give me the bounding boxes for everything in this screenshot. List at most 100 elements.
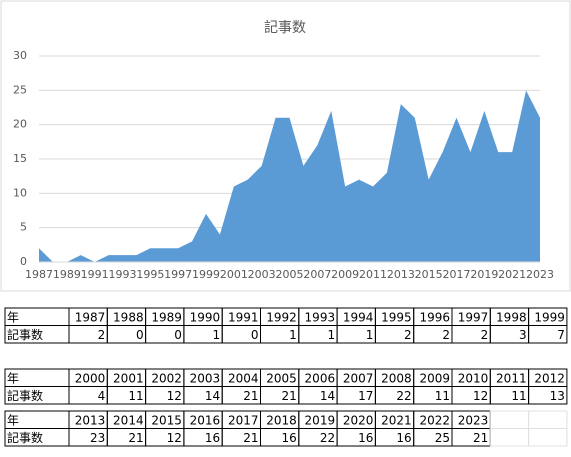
year-cell: 2003: [190, 371, 221, 385]
count-cell: 13: [550, 389, 565, 403]
year-cell: 2006: [305, 371, 336, 385]
year-cell: 1990: [190, 310, 221, 324]
year-cell: 1999: [534, 310, 565, 324]
count-cell: 2: [481, 328, 489, 342]
y-tick-label: 20: [13, 118, 27, 131]
empty-cell: [489, 410, 530, 429]
count-cell: 7: [557, 328, 565, 342]
count-cell: 16: [282, 431, 297, 445]
x-tick-label: 2023: [526, 268, 554, 281]
year-cell: 1991: [228, 310, 259, 324]
x-tick-label: 2011: [359, 268, 387, 281]
count-cell: 14: [320, 389, 335, 403]
x-tick-label: 2017: [443, 268, 471, 281]
year-cell: 2005: [266, 371, 297, 385]
year-cell: 2016: [190, 413, 221, 427]
cell: [528, 386, 568, 405]
year-cell: 2020: [343, 413, 374, 427]
year-cell: 2021: [381, 413, 412, 427]
year-cell: 2000: [75, 371, 106, 385]
year-cell: 2023: [458, 413, 489, 427]
year-cell: 2013: [75, 413, 106, 427]
year-cell: 1988: [113, 310, 144, 324]
count-cell: 3: [519, 328, 527, 342]
year-cell: 2012: [534, 371, 565, 385]
y-tick-label: 25: [13, 83, 27, 96]
year-cell: 2019: [305, 413, 336, 427]
x-tick-label: 1987: [25, 268, 53, 281]
y-tick-label: 5: [20, 221, 27, 234]
x-tick-label: 2019: [470, 268, 498, 281]
count-cell: 1: [327, 328, 335, 342]
year-cell: 1989: [151, 310, 182, 324]
count-cell: 12: [167, 389, 182, 403]
count-cell: 12: [473, 389, 488, 403]
year-cell: 2009: [419, 371, 450, 385]
count-cell: 22: [320, 431, 335, 445]
cell: [528, 325, 568, 344]
year-cell: 2010: [458, 371, 489, 385]
row-header: 記事数: [7, 430, 43, 445]
y-tick-label: 10: [13, 186, 27, 199]
count-cell: 21: [243, 431, 258, 445]
empty-cell: [528, 428, 568, 447]
count-cell: 1: [213, 328, 221, 342]
x-tick-label: 2013: [387, 268, 415, 281]
count-cell: 17: [358, 389, 373, 403]
x-tick-label: 2005: [276, 268, 304, 281]
row-header: 年: [7, 413, 19, 427]
y-tick-label: 15: [13, 152, 27, 165]
row-header: 年: [7, 371, 19, 385]
count-cell: 21: [243, 389, 258, 403]
year-cell: 2011: [496, 371, 527, 385]
year-cell: 1998: [496, 310, 527, 324]
x-tick-label: 2021: [498, 268, 526, 281]
count-cell: 1: [289, 328, 297, 342]
x-tick-label: 2001: [220, 268, 248, 281]
year-cell: 1992: [266, 310, 297, 324]
row-header: 記事数: [7, 388, 43, 403]
year-cell: 1993: [305, 310, 336, 324]
count-cell: 2: [442, 328, 450, 342]
count-cell: 22: [396, 389, 411, 403]
count-cell: 14: [205, 389, 220, 403]
x-tick-label: 1993: [109, 268, 137, 281]
empty-cell: [489, 428, 530, 447]
count-cell: 2: [404, 328, 412, 342]
count-cell: 4: [98, 389, 106, 403]
year-cell: 1994: [343, 310, 374, 324]
x-tick-label: 2003: [248, 268, 276, 281]
count-cell: 0: [251, 328, 259, 342]
row-header: 年: [7, 310, 19, 324]
count-cell: 11: [511, 389, 526, 403]
year-cell: 1995: [381, 310, 412, 324]
count-cell: 0: [174, 328, 182, 342]
y-tick-label: 30: [13, 49, 27, 62]
year-cell: 2022: [419, 413, 450, 427]
count-cell: 11: [128, 389, 143, 403]
year-cell: 2007: [343, 371, 374, 385]
count-cell: 23: [90, 431, 105, 445]
x-tick-label: 2015: [415, 268, 443, 281]
x-tick-label: 1997: [164, 268, 192, 281]
year-cell: 2017: [228, 413, 259, 427]
x-tick-label: 2007: [303, 268, 331, 281]
x-tick-label: 2009: [331, 268, 359, 281]
count-cell: 21: [128, 431, 143, 445]
count-cell: 25: [435, 431, 450, 445]
count-cell: 12: [167, 431, 182, 445]
year-cell: 2002: [151, 371, 182, 385]
x-tick-label: 1995: [136, 268, 164, 281]
count-cell: 16: [358, 431, 373, 445]
year-cell: 2014: [113, 413, 144, 427]
year-cell: 1997: [458, 310, 489, 324]
area: [39, 90, 540, 262]
count-cell: 0: [136, 328, 144, 342]
year-cell: 2018: [266, 413, 297, 427]
count-cell: 16: [396, 431, 411, 445]
x-tick-label: 1991: [81, 268, 109, 281]
count-cell: 21: [473, 431, 488, 445]
year-cell: 1987: [75, 310, 106, 324]
x-tick-label: 1999: [192, 268, 220, 281]
